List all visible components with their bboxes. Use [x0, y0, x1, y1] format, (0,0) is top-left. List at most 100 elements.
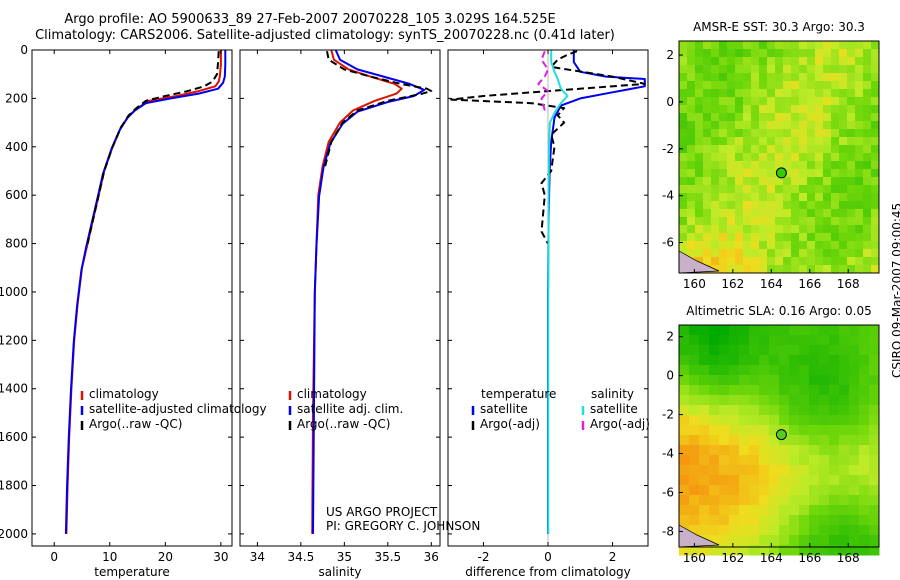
map-cell — [751, 65, 760, 74]
map-cell — [839, 345, 850, 356]
map-cell — [719, 41, 728, 50]
map-cell — [815, 265, 824, 274]
map-cell — [863, 201, 872, 210]
map-cell — [729, 525, 740, 536]
map-cell — [789, 425, 800, 436]
map-cell — [767, 57, 776, 66]
map-cell — [847, 49, 856, 58]
map-cell — [859, 385, 870, 396]
map-cell — [871, 185, 880, 194]
map-cell — [799, 415, 810, 426]
map-cell — [727, 97, 736, 106]
map-cell — [799, 505, 810, 516]
map-cell — [775, 265, 784, 274]
map-cell — [815, 193, 824, 202]
map-cell — [679, 495, 690, 506]
map-cell — [751, 57, 760, 66]
map-cell — [847, 169, 856, 178]
map-cell — [719, 233, 728, 242]
map-cell — [759, 365, 770, 376]
map-cell — [839, 209, 848, 218]
map-cell — [727, 225, 736, 234]
map-cell — [703, 129, 712, 138]
map-cell — [751, 137, 760, 146]
map-cell — [807, 129, 816, 138]
map-cell — [791, 185, 800, 194]
series-line-t_satellite — [547, 50, 646, 534]
series-line-satellite — [312, 50, 426, 534]
map-cell — [767, 201, 776, 210]
map-cell — [799, 193, 808, 202]
map-cell — [791, 257, 800, 266]
map-cell — [679, 153, 688, 162]
map-cell — [767, 177, 776, 186]
map-cell — [809, 435, 820, 446]
map-cell — [799, 137, 808, 146]
map-cell — [839, 395, 850, 406]
map-cell — [679, 105, 688, 114]
map-cell — [759, 375, 770, 386]
map-cell — [815, 177, 824, 186]
axes-frame — [239, 49, 441, 547]
map-cell — [695, 65, 704, 74]
map-cell — [751, 129, 760, 138]
map-cell — [749, 475, 760, 486]
map-cell — [823, 193, 832, 202]
map-cell — [703, 209, 712, 218]
map-cell — [749, 355, 760, 366]
map-cell — [719, 495, 730, 506]
map-cell — [799, 209, 808, 218]
credit-line-1: US ARGO PROJECT — [326, 505, 438, 519]
map-cell — [687, 105, 696, 114]
map-cell — [719, 325, 730, 336]
map-cell — [719, 209, 728, 218]
map-cell — [775, 217, 784, 226]
map-cell — [727, 81, 736, 90]
map-cell — [729, 485, 740, 496]
map-cell — [759, 405, 770, 416]
map-cell — [679, 97, 688, 106]
map-cell — [687, 97, 696, 106]
map-cell — [679, 445, 690, 456]
map-cell — [739, 365, 750, 376]
map-cell — [789, 525, 800, 536]
map-cell — [849, 435, 860, 446]
map-cell — [759, 217, 768, 226]
map-cell — [791, 217, 800, 226]
map-cell — [729, 455, 740, 466]
map-cell — [799, 445, 810, 456]
map-cell — [679, 415, 690, 426]
map-cell — [743, 233, 752, 242]
map-cell — [719, 505, 730, 516]
map-cell — [791, 241, 800, 250]
map-cell — [711, 161, 720, 170]
map-cell — [759, 113, 768, 122]
map-cell — [759, 225, 768, 234]
map-cell — [749, 455, 760, 466]
map-cell — [759, 525, 770, 536]
map-cell — [769, 485, 780, 496]
map-cell — [687, 137, 696, 146]
map-cell — [799, 257, 808, 266]
map-cell — [751, 113, 760, 122]
map-cell — [749, 545, 760, 556]
map-cell — [839, 375, 850, 386]
map-cell — [767, 113, 776, 122]
map-cell — [847, 161, 856, 170]
map-cell — [759, 177, 768, 186]
y-tick-label: 1600 — [0, 430, 28, 444]
map-cell — [859, 325, 870, 336]
legend-label: climatology — [297, 387, 367, 401]
map-cell — [783, 57, 792, 66]
map-cell — [819, 475, 830, 486]
map-cell — [859, 515, 870, 526]
map-cell — [719, 385, 730, 396]
map-cell — [711, 217, 720, 226]
map-cell — [779, 535, 790, 546]
map-cell — [789, 455, 800, 466]
map-cell — [809, 485, 820, 496]
map-cell — [687, 241, 696, 250]
map-cell — [849, 445, 860, 456]
map-cell — [729, 505, 740, 516]
map-cell — [719, 241, 728, 250]
